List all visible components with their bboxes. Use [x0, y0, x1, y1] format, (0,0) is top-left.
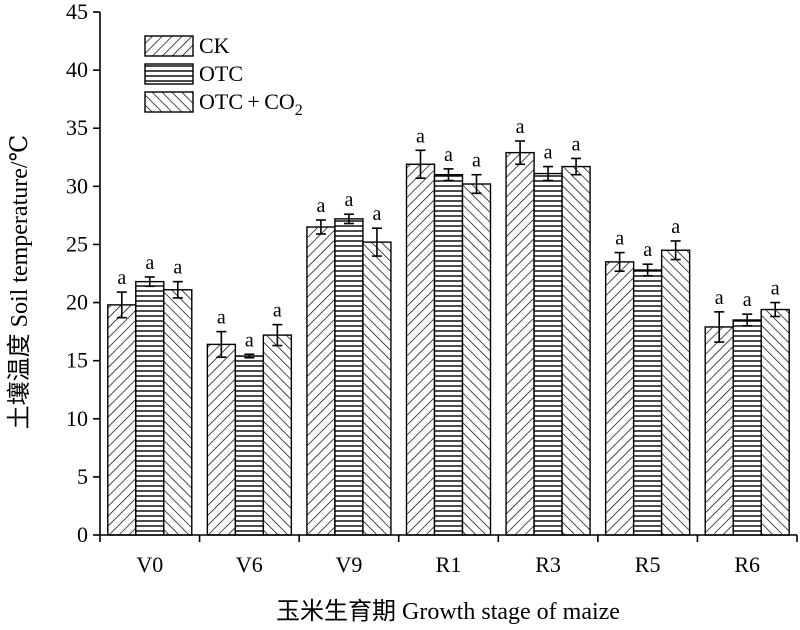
y-tick-label: 25	[66, 231, 88, 256]
significance-letter: a	[245, 329, 254, 351]
bar-v9-1	[334, 218, 364, 536]
significance-letter: a	[217, 307, 226, 329]
x-tick-label: V0	[136, 552, 163, 577]
bar-v0-1	[135, 280, 165, 536]
significance-letter: a	[372, 203, 381, 225]
x-tick-label: R6	[734, 552, 760, 577]
significance-letter: a	[671, 216, 680, 238]
bar-r3-1	[533, 172, 563, 536]
significance-letter: a	[743, 289, 752, 311]
bar-v9-2	[362, 241, 392, 536]
y-tick-label: 5	[77, 464, 88, 489]
y-axis-title: 土壤温度 Soil temperature/℃	[6, 135, 33, 430]
y-tick-label: 30	[66, 173, 88, 198]
bar-r1-2	[461, 183, 492, 536]
y-tick-label: 45	[66, 0, 88, 24]
legend-swatch-0	[144, 35, 194, 57]
bar-r3-2	[561, 165, 591, 536]
significance-letter: a	[771, 278, 780, 300]
bar-v6-2	[262, 334, 293, 536]
bar-v6-0	[206, 343, 237, 536]
axes-layer: 0 5 10 15 20 25 30 35 40 45 V0 V6 V9 R1 R3 R5 R6	[66, 0, 798, 577]
legend-label-1: OTC	[199, 61, 243, 86]
significance-letter: a	[544, 142, 553, 164]
x-tick-label: R1	[436, 552, 462, 577]
significance-letter: a	[572, 133, 581, 155]
legend-label-0: CK	[199, 33, 230, 58]
x-tick-label: R3	[535, 552, 561, 577]
y-tick-label: 35	[66, 115, 88, 140]
legend-label-2: OTC + CO2	[199, 89, 303, 119]
significance-letter: a	[316, 195, 325, 217]
legend: CK OTC OTC + CO2	[144, 33, 303, 119]
significance-letter: a	[516, 116, 525, 138]
significance-letter: a	[472, 150, 481, 172]
bar-r6-2	[760, 308, 790, 536]
legend-swatch-1	[144, 63, 194, 85]
bar-r5-2	[660, 249, 691, 536]
significance-letter: a	[344, 189, 353, 211]
bar-r1-1	[433, 174, 464, 536]
bar-r1-0	[405, 163, 436, 536]
y-tick-label: 40	[66, 57, 88, 82]
significance-letter: a	[615, 228, 624, 250]
bar-r3-0	[505, 151, 535, 536]
axis-titles: 玉米生育期 Growth stage of maize 土壤温度 Soil te…	[6, 135, 620, 625]
x-tick-label: V9	[335, 552, 362, 577]
legend-swatch-2	[144, 91, 194, 113]
bar-v6-1	[234, 355, 265, 536]
significance-letter: a	[416, 125, 425, 147]
significance-letter: a	[715, 287, 724, 309]
bar-v0-0	[107, 304, 137, 536]
x-tick-label: V6	[236, 552, 263, 577]
y-tick-label: 0	[77, 522, 88, 547]
significance-letter: a	[173, 257, 182, 279]
bar-v0-2	[163, 289, 193, 536]
y-tick-label: 15	[66, 348, 88, 373]
significance-letter: a	[145, 252, 154, 274]
bar-r5-1	[632, 269, 663, 536]
x-tick-label: R5	[635, 552, 661, 577]
significance-letter: a	[643, 239, 652, 261]
bar-r5-0	[604, 261, 635, 536]
y-tick-label: 20	[66, 290, 88, 315]
legend-label-subscript: 2	[295, 102, 303, 119]
bar-r6-1	[732, 319, 762, 536]
significance-letter: a	[117, 267, 126, 289]
x-axis-title: 玉米生育期 Growth stage of maize	[276, 598, 620, 625]
bar-v9-0	[306, 226, 336, 536]
bar-r6-0	[704, 326, 734, 536]
significance-letter: a	[273, 300, 282, 322]
legend-label-main: OTC + CO	[199, 89, 295, 114]
y-tick-label: 10	[66, 406, 88, 431]
significance-letter: a	[444, 144, 453, 166]
